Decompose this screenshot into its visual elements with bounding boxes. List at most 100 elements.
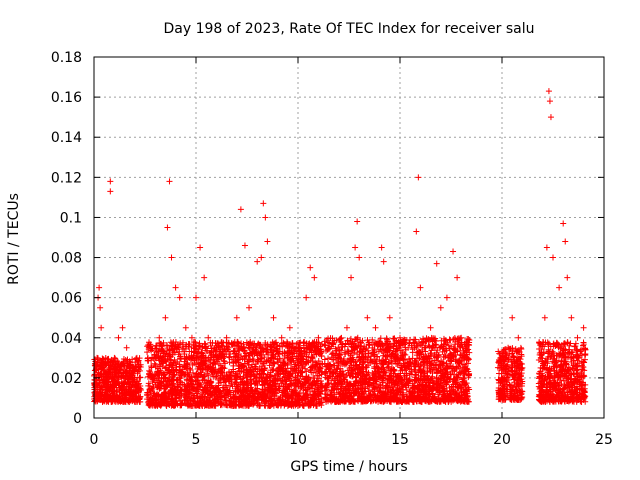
data-point [261,379,268,386]
data-point [174,358,181,365]
data-point [249,356,256,363]
data-point [182,356,189,363]
data-point [182,394,189,401]
data-point [175,369,182,376]
data-point [195,342,202,349]
data-point [166,369,173,376]
data-point [212,348,219,355]
data-point [162,383,169,390]
data-point [104,393,111,400]
data-point [275,359,282,366]
data-point [232,379,239,386]
data-point [301,397,308,404]
data-point [205,364,212,371]
data-point [313,351,320,358]
data-point [186,383,193,390]
data-point [96,393,103,400]
data-point [154,371,161,378]
data-point [366,339,373,346]
data-point [218,339,225,346]
data-point [312,392,319,399]
data-point [261,359,268,366]
data-point [217,375,224,382]
data-point [290,400,297,407]
data-point [245,384,252,391]
data-point [252,365,259,372]
data-point [281,350,288,357]
data-point [295,398,302,405]
data-point [319,341,326,348]
data-point [273,339,280,346]
data-point [99,398,106,405]
data-point [151,360,158,367]
data-point [216,387,223,394]
data-point [387,367,394,374]
data-point [238,402,245,409]
data-point [155,375,162,382]
data-point [170,381,177,388]
data-point [221,376,228,383]
data-point [288,358,295,365]
data-point [149,386,156,393]
data-point [307,366,314,373]
data-point [115,363,122,370]
data-point [167,378,174,385]
data-point [176,353,183,360]
data-point [207,356,214,363]
data-point [272,386,279,393]
data-point [145,401,152,408]
data-point [206,402,213,409]
data-point [187,367,194,374]
data-point [295,392,302,399]
data-point [275,395,282,402]
data-point [313,382,320,389]
data-point [165,398,172,405]
data-point [122,379,129,386]
data-point [246,370,253,377]
data-point [293,341,300,348]
data-point [308,349,315,356]
data-point [234,387,241,394]
data-point [263,398,270,405]
data-point [136,363,143,370]
data-point [211,345,218,352]
data-point [262,365,269,372]
data-point [126,381,133,388]
data-point [377,335,384,342]
data-point [160,390,167,397]
data-point [193,346,200,353]
data-point [277,362,284,369]
data-point [367,353,374,360]
data-point [289,344,296,351]
data-points [91,88,589,409]
data-point [195,381,202,388]
data-point [241,348,248,355]
data-point [223,391,230,398]
data-point [170,377,177,384]
data-point [160,348,167,355]
data-point [98,362,105,369]
data-point [253,396,260,403]
data-point [300,361,307,368]
data-point [188,380,195,387]
data-point [389,359,396,366]
data-point [150,397,157,404]
data-point [269,352,276,359]
data-point [310,375,317,382]
data-point [154,348,161,355]
data-point [266,383,273,390]
data-point [113,388,120,395]
data-point [111,366,118,373]
data-point [286,349,293,356]
data-point [287,373,294,380]
data-point [226,387,233,394]
y-axis-label: ROTI / TECUs [6,193,22,285]
data-point [267,369,274,376]
data-point [269,379,276,386]
data-point [309,340,316,347]
data-point [252,380,259,387]
data-point [282,378,289,385]
data-point [155,353,162,360]
data-point [268,344,275,351]
